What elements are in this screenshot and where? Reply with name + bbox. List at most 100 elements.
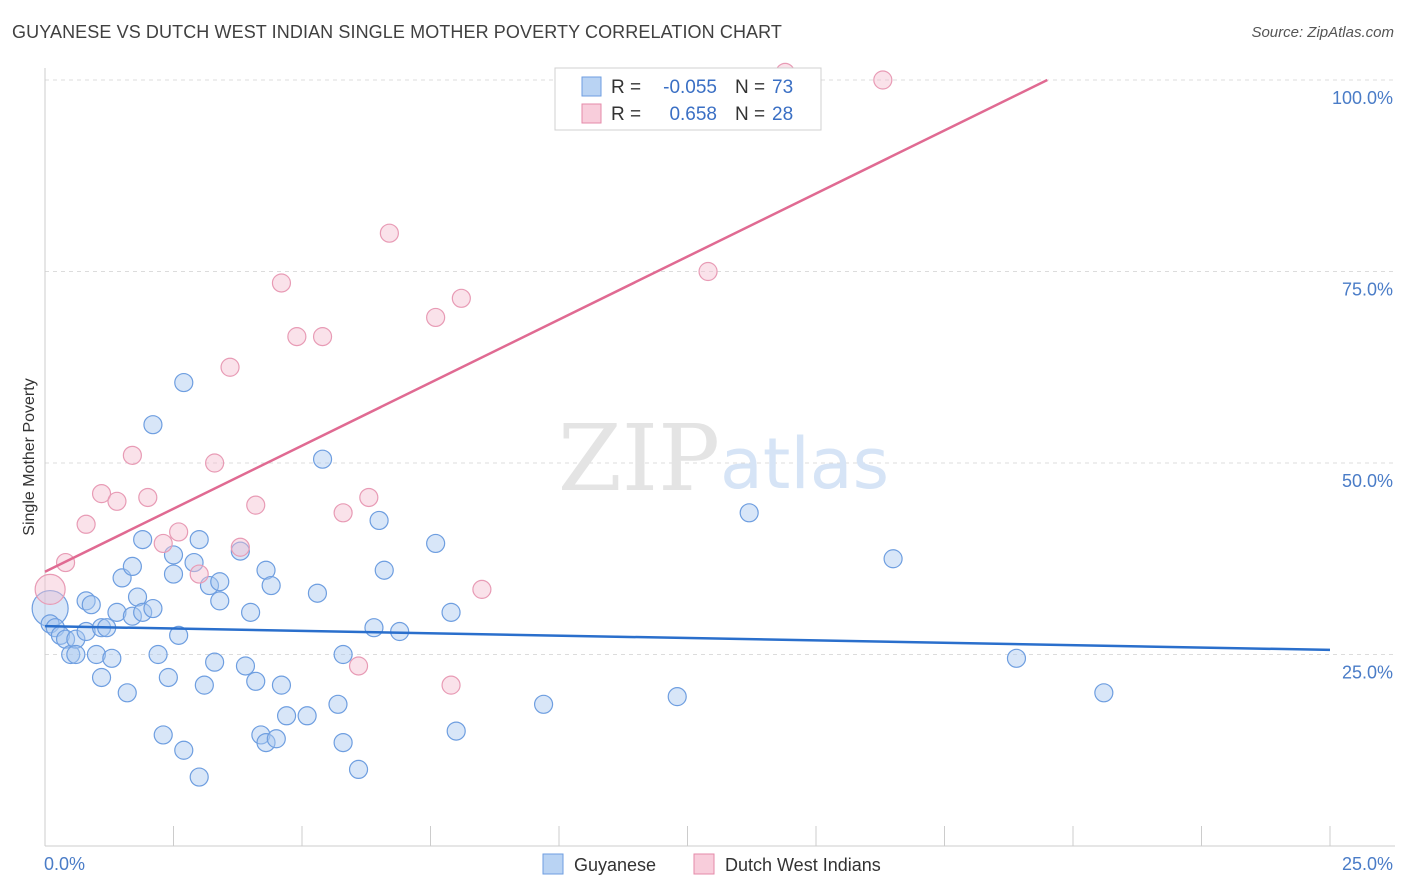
guyanese-point-59 (348, 759, 369, 780)
legend-r-value-1: -0.055 (663, 77, 717, 98)
dutch-west-indians-point-16 (312, 327, 333, 347)
legend-swatch-guyanese (581, 76, 602, 97)
guyanese-point-70 (883, 549, 903, 569)
dutch-west-indians-point-17 (333, 503, 353, 523)
y-tick-label-0: 100.0% (1332, 88, 1393, 108)
dutch-west-indians-point-19 (359, 487, 379, 508)
guyanese-point-28 (158, 667, 178, 688)
guyanese-point-45 (246, 671, 266, 691)
dutch-west-indians-point-25 (698, 261, 718, 282)
dutch-west-indians-point-9 (189, 564, 209, 584)
guyanese-point-52 (276, 706, 297, 726)
dutch-west-indians-point-8 (169, 522, 189, 542)
x-tick-label-1: 25.0% (1342, 854, 1393, 874)
guyanese-point-37 (194, 675, 214, 695)
guyanese-point-58 (333, 644, 353, 665)
guyanese-point-5 (61, 644, 81, 665)
dutch-west-indians-point-6 (138, 487, 158, 508)
x-tick-marks (44, 826, 1331, 846)
guyanese-point-25 (143, 598, 163, 619)
dutch-west-indians-point-24 (472, 579, 492, 599)
watermark-atlas: atlas (720, 423, 889, 505)
series-legend: Guyanese Dutch West Indians (542, 853, 881, 875)
guyanese-point-30 (163, 564, 184, 584)
guyanese-point-19 (122, 606, 142, 626)
guyanese-point-72 (1094, 683, 1114, 703)
guyanese-point-69 (739, 503, 759, 523)
dutch-west-indians-point-0 (34, 573, 66, 605)
guyanese-point-56 (328, 694, 348, 714)
guyanese-point-65 (441, 602, 461, 622)
dutch-west-indians-point-18 (348, 656, 369, 676)
dutch-west-indians-point-12 (230, 537, 250, 557)
guyanese-point-66 (446, 721, 466, 741)
guyanese-point-41 (210, 591, 230, 611)
y-tick-label-1: 75.0% (1342, 280, 1393, 300)
axes (44, 68, 1395, 847)
legend-r-label-1: R = (611, 77, 641, 98)
dutch-west-indians-point-13 (246, 495, 266, 515)
dutch-west-indians-point-20 (379, 223, 399, 243)
guyanese-point-51 (271, 675, 292, 695)
dutch-west-indians-points (34, 62, 893, 695)
guyanese-point-9 (76, 591, 96, 611)
guyanese-point-18 (117, 683, 137, 703)
dutch-west-indians-point-22 (441, 675, 461, 695)
guyanese-point-22 (133, 602, 153, 622)
guyanese-point-39 (205, 652, 225, 672)
guyanese-point-53 (297, 706, 317, 726)
guyanese-point-7 (66, 644, 86, 665)
guyanese-point-36 (189, 767, 209, 787)
guyanese-point-13 (91, 667, 112, 688)
x-tick-labels: 0.0% 25.0% (44, 854, 1393, 874)
y-tick-labels: 100.0% 75.0% 50.0% 25.0% (1332, 88, 1393, 683)
guyanese-point-54 (307, 583, 328, 603)
guyanese-point-60 (364, 618, 384, 638)
guyanese-point-6 (66, 629, 86, 649)
guyanese-point-15 (102, 648, 122, 668)
dutch-west-indians-point-7 (153, 533, 173, 554)
series-label-dutch-west-indians: Dutch West Indians (725, 855, 881, 875)
guyanese-point-68 (667, 687, 687, 707)
watermark-zip: ZIP (558, 405, 720, 512)
y-tick-label-3: 25.0% (1342, 663, 1393, 683)
guyanese-trend-line (44, 624, 1331, 652)
dutch-west-indians-point-5 (122, 445, 142, 465)
guyanese-point-24 (143, 415, 163, 435)
dutch-west-indians-point-27 (873, 70, 893, 90)
guyanese-point-62 (374, 560, 394, 580)
guyanese-point-21 (127, 587, 148, 607)
legend-n-label-2: N = (735, 104, 765, 125)
dutch-west-indians-point-23 (451, 288, 471, 308)
guyanese-point-50 (266, 729, 286, 749)
guyanese-point-33 (174, 740, 194, 760)
grid-lines (45, 79, 1395, 655)
guyanese-point-32 (174, 372, 194, 393)
guyanese-point-43 (235, 656, 256, 676)
chart-title: GUYANESE VS DUTCH WEST INDIAN SINGLE MOT… (12, 22, 783, 42)
dutch-west-indians-trend-line (44, 78, 1048, 573)
legend-n-value-1: 73 (772, 77, 793, 98)
guyanese-point-61 (369, 510, 389, 531)
guyanese-point-35 (189, 529, 209, 550)
guyanese-point-20 (122, 556, 142, 577)
series-swatch-dutch-west-indians (693, 853, 715, 875)
guyanese-point-34 (184, 552, 204, 573)
dutch-west-indians-point-21 (426, 307, 446, 328)
guyanese-point-26 (148, 644, 168, 665)
series-swatch-guyanese (542, 853, 564, 875)
guyanese-point-16 (107, 602, 127, 622)
dutch-west-indians-point-4 (107, 491, 127, 511)
guyanese-point-47 (256, 560, 276, 580)
guyanese-point-71 (1006, 648, 1027, 668)
correlation-legend: R = -0.055 N = 73 R = 0.658 N = 28 (554, 67, 822, 131)
guyanese-points (31, 372, 1114, 787)
guyanese-point-57 (333, 732, 353, 753)
dutch-west-indians-point-3 (91, 484, 112, 504)
guyanese-point-27 (153, 725, 173, 745)
trend-lines (44, 78, 1331, 652)
guyanese-point-10 (81, 595, 101, 615)
guyanese-point-40 (210, 572, 230, 592)
legend-r-value-2: 0.658 (669, 104, 717, 125)
